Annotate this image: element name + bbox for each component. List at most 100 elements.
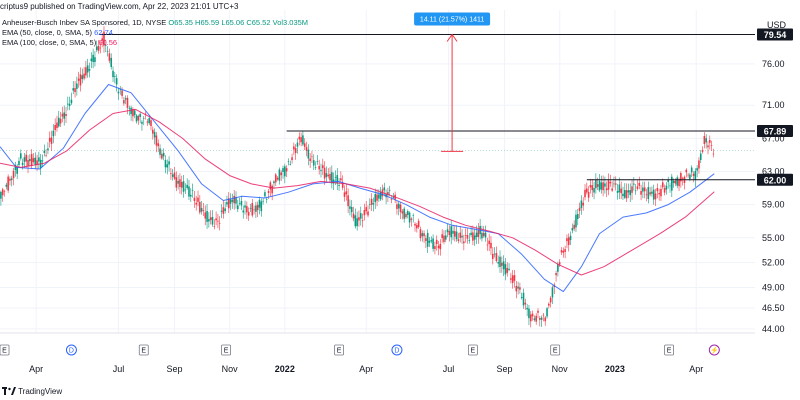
candle <box>302 130 304 147</box>
event-marker[interactable]: D <box>65 344 77 356</box>
candle <box>85 60 87 79</box>
candle-body <box>36 160 38 165</box>
candle <box>623 183 626 200</box>
candle <box>535 313 537 325</box>
candle-body <box>41 160 44 162</box>
candle-body <box>412 214 415 216</box>
candle-body <box>493 253 496 255</box>
event-marker[interactable]: E <box>467 344 478 356</box>
candle-body <box>591 185 594 191</box>
event-marker[interactable]: E <box>334 344 344 356</box>
candle <box>441 229 443 243</box>
candle <box>656 183 659 199</box>
candle <box>457 232 460 244</box>
candle <box>508 263 510 272</box>
currency-label[interactable]: USD <box>766 20 786 30</box>
event-label: E <box>667 348 672 355</box>
candle-body <box>446 229 449 233</box>
event-marker[interactable]: E <box>0 344 10 356</box>
candle <box>699 150 702 164</box>
event-label: E <box>471 348 476 355</box>
candle-body <box>528 308 530 319</box>
candle-body <box>231 199 234 202</box>
candle <box>7 174 9 193</box>
candle-body <box>61 113 64 117</box>
candle <box>256 201 259 218</box>
candle-body <box>656 188 659 192</box>
legend-ema100-row[interactable]: EMA (100, close, 0, SMA, 5) 60.56 <box>2 38 308 48</box>
candle <box>114 72 116 84</box>
candle-body <box>468 239 471 241</box>
candle <box>548 302 550 309</box>
candle-body <box>70 99 73 104</box>
horizontal-levels[interactable]: 79.54 67.89 62.00 <box>99 28 793 186</box>
candle-body <box>645 194 648 196</box>
candle-body <box>569 235 572 241</box>
legend-ema50-row[interactable]: EMA (50, close, 0, SMA, 5) 62.74 <box>2 28 308 38</box>
candle <box>139 112 141 124</box>
event-marker[interactable]: E <box>221 344 231 356</box>
candle-body <box>97 45 100 51</box>
candle-body <box>77 78 80 81</box>
measure-label-box[interactable] <box>414 12 491 26</box>
candle-body <box>86 65 89 73</box>
candle-body <box>269 182 272 190</box>
candle <box>244 200 246 215</box>
candle <box>312 154 315 170</box>
candle <box>602 175 604 197</box>
candle-body <box>164 159 167 168</box>
candle <box>117 87 120 100</box>
candle-body <box>63 112 65 119</box>
legend-symbol-row[interactable]: Anheuser-Busch Inbev SA Sponsored, 1D, N… <box>2 18 308 28</box>
candle-body <box>651 191 653 194</box>
candle <box>130 105 132 121</box>
event-marker[interactable]: ⚡ <box>708 344 720 356</box>
candle-body <box>539 318 541 320</box>
candle <box>63 105 65 126</box>
candle-body <box>235 196 237 204</box>
candle-body <box>491 253 494 259</box>
level-price-tag <box>757 125 793 138</box>
ema100-line <box>0 108 715 276</box>
candle <box>544 315 547 326</box>
candle-body <box>537 310 539 313</box>
event-marker[interactable]: E <box>138 344 149 356</box>
candle-body <box>341 182 344 188</box>
event-marker[interactable]: E <box>550 344 561 356</box>
candle-body <box>186 184 188 189</box>
candle <box>246 201 248 220</box>
candle-body <box>128 108 131 109</box>
event-marker[interactable]: E <box>664 344 675 356</box>
price-range-measure[interactable]: 14.11 (21.57%) 1411 <box>414 12 491 152</box>
event-marker[interactable]: D <box>391 344 403 356</box>
candle <box>372 197 375 212</box>
candle <box>311 150 313 163</box>
candle-body <box>649 192 651 195</box>
candle <box>622 186 624 200</box>
candle-body <box>510 278 512 280</box>
candle <box>235 191 237 209</box>
measure-arrow-head <box>446 33 458 42</box>
candle-body <box>162 152 165 157</box>
event-markers[interactable]: E D E E E D E E E ⚡ <box>0 344 720 356</box>
candle-body <box>701 149 704 152</box>
candle <box>540 315 543 327</box>
candle-body <box>490 242 492 249</box>
ema50-line <box>0 84 715 293</box>
candle <box>580 195 583 215</box>
candle-body <box>692 173 695 176</box>
candle-body <box>678 179 680 187</box>
candle <box>390 195 393 204</box>
candle <box>701 146 704 154</box>
publish-info: scriptus9 published on TradingView.com, … <box>0 2 239 11</box>
candle <box>651 186 653 197</box>
candle <box>206 203 208 229</box>
candle-body <box>303 143 306 147</box>
candle-body <box>627 190 630 193</box>
candle <box>298 132 301 146</box>
candle-body <box>287 161 290 163</box>
candle-body <box>689 174 691 179</box>
chart-legend[interactable]: Anheuser-Busch Inbev SA Sponsored, 1D, N… <box>2 18 308 48</box>
candle <box>0 190 2 206</box>
